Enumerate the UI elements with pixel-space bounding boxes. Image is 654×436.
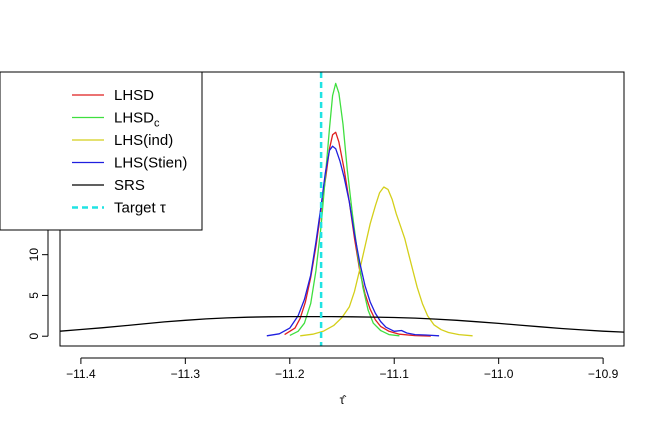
x-tick-label: −11.1: [379, 367, 409, 381]
x-axis: −11.4 −11.3 −11.2 −11.1 −11.0 −10.9: [66, 357, 619, 381]
legend-label: LHSDc: [114, 110, 160, 130]
legend-label-subscript: c: [154, 118, 160, 130]
x-tick-label: −11.0: [484, 367, 514, 381]
series-line-1: [289, 82, 400, 337]
legend: LHSD LHSDc LHS(ind) LHS(Stien) SRS Target τ: [0, 71, 203, 231]
x-tick-label: −11.3: [171, 367, 201, 381]
y-tick-label: 10: [27, 248, 41, 262]
x-tick-label: −10.9: [588, 367, 619, 381]
legend-box: [0, 71, 203, 231]
series-line-2: [300, 186, 473, 337]
y-tick-label: 5: [27, 292, 41, 299]
x-tick-label: −11.2: [275, 367, 305, 381]
x-tick-label: −11.4: [66, 367, 96, 381]
series-line-4: [60, 315, 624, 333]
y-tick-label: 0: [27, 333, 41, 340]
legend-label: Target τ: [114, 200, 166, 217]
legend-label: LHSD: [114, 87, 154, 104]
plot-lines: [60, 82, 624, 337]
series-line-3: [266, 145, 440, 337]
series-line-0: [284, 131, 431, 337]
legend-label: SRS: [114, 177, 145, 194]
legend-label: LHS(ind): [114, 132, 173, 149]
legend-label: LHS(Stien): [114, 155, 187, 172]
x-axis-label: τ̂: [340, 393, 347, 407]
